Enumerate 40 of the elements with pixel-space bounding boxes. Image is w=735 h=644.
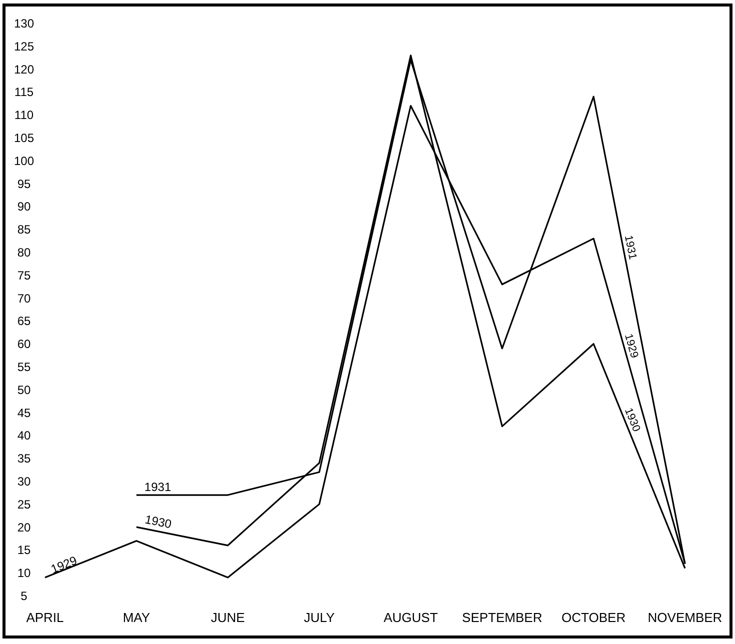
x-tick-label: APRIL xyxy=(26,610,64,625)
y-tick-label: 120 xyxy=(14,62,34,76)
y-tick-label: 20 xyxy=(17,520,31,534)
text: 1929 xyxy=(622,332,640,360)
y-tick-label: 115 xyxy=(14,85,34,100)
y-tick-label: 35 xyxy=(17,452,31,466)
x-tick-label: JUNE xyxy=(210,610,246,625)
text: 1931 xyxy=(622,234,638,261)
y-tick-label: 125 xyxy=(14,39,34,54)
y-tick-label: 45 xyxy=(17,406,31,420)
y-tick-label: 70 xyxy=(17,291,31,306)
y-tick-label: 30 xyxy=(17,474,31,488)
y-tick-label: 25 xyxy=(17,497,31,512)
y-tick-label: 90 xyxy=(17,200,31,214)
y-tick-label: 10 xyxy=(17,566,31,580)
x-tick-label: AUGUST xyxy=(384,610,438,625)
y-tick-label: 110 xyxy=(14,108,34,122)
y-tick-label: 105 xyxy=(14,131,34,146)
x-tick-label: MAY xyxy=(122,610,150,625)
text: 1930 xyxy=(622,406,642,434)
y-tick-label: 85 xyxy=(17,222,31,237)
text: 1929 xyxy=(48,553,80,576)
series-label: 1931 xyxy=(144,480,172,494)
y-tick-label: 40 xyxy=(17,428,31,443)
y-tick-label: 5 xyxy=(20,588,28,603)
x-tick-label: SEPTEMBER xyxy=(462,610,542,625)
y-tick-label: 80 xyxy=(17,246,31,260)
y-tick-label: 55 xyxy=(17,360,31,374)
y-tick-label: 130 xyxy=(14,16,34,31)
y-tick-label: 15 xyxy=(17,543,31,558)
text: 1930 xyxy=(144,512,173,532)
y-tick-label: 60 xyxy=(17,337,31,352)
y-tick-label: 100 xyxy=(14,154,34,168)
y-tick-label: 95 xyxy=(17,176,31,191)
x-tick-label: NOVEMBER xyxy=(648,610,722,625)
y-tick-label: 50 xyxy=(17,382,31,397)
x-tick-label: OCTOBER xyxy=(562,610,626,625)
y-tick-label: 65 xyxy=(17,314,31,328)
x-tick-label: JULY xyxy=(304,610,336,625)
y-tick-label: 75 xyxy=(17,268,31,282)
